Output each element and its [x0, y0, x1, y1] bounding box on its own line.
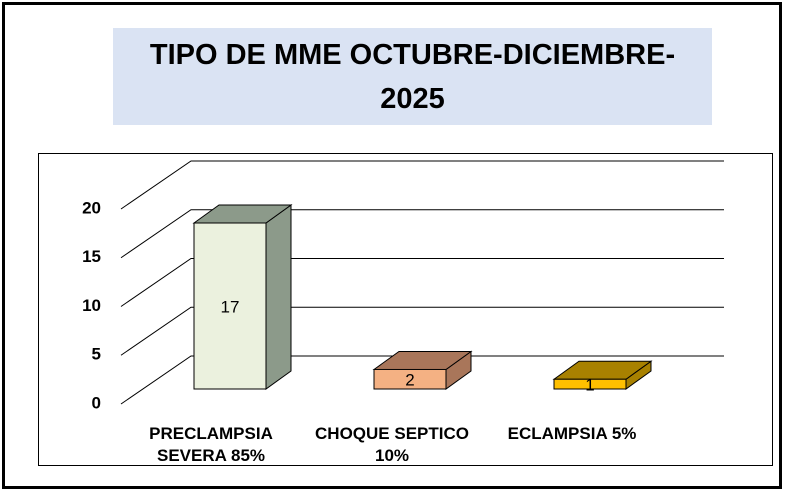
bar — [373, 368, 447, 390]
x-tick-label: PRECLAMPSIA SEVERA 85% — [149, 424, 273, 465]
bar — [553, 378, 627, 390]
grid-line — [120, 160, 724, 210]
bar — [193, 222, 267, 390]
y-tick-label: 20 — [82, 198, 101, 217]
bar-side — [265, 204, 292, 390]
grid-line — [120, 355, 724, 405]
grid-line — [120, 306, 724, 356]
y-tick-label: 5 — [92, 345, 101, 364]
data-label: 17 — [221, 297, 240, 316]
x-tick-label: CHOQUE SEPTICO 10% — [315, 424, 469, 465]
plot-area: 0 5 10 15 20 17 2 1 PRECLAMPSIA SEVERA 85% CHOQU… — [38, 153, 773, 466]
chart-title: TIPO DE MME OCTUBRE-DICIEMBRE-2025 — [113, 28, 712, 125]
y-tick-label: 10 — [82, 296, 101, 315]
grid-line — [120, 209, 724, 259]
data-label: 2 — [405, 371, 414, 390]
chart: 0 5 10 15 20 17 2 1 — [82, 160, 724, 412]
y-tick-label: 15 — [82, 247, 101, 266]
frame — [2, 2, 782, 489]
y-tick-label: 0 — [92, 393, 101, 412]
data-label: 1 — [585, 376, 594, 395]
x-tick-label: ECLAMPSIA 5% — [507, 424, 637, 443]
grid-line — [120, 258, 724, 307]
